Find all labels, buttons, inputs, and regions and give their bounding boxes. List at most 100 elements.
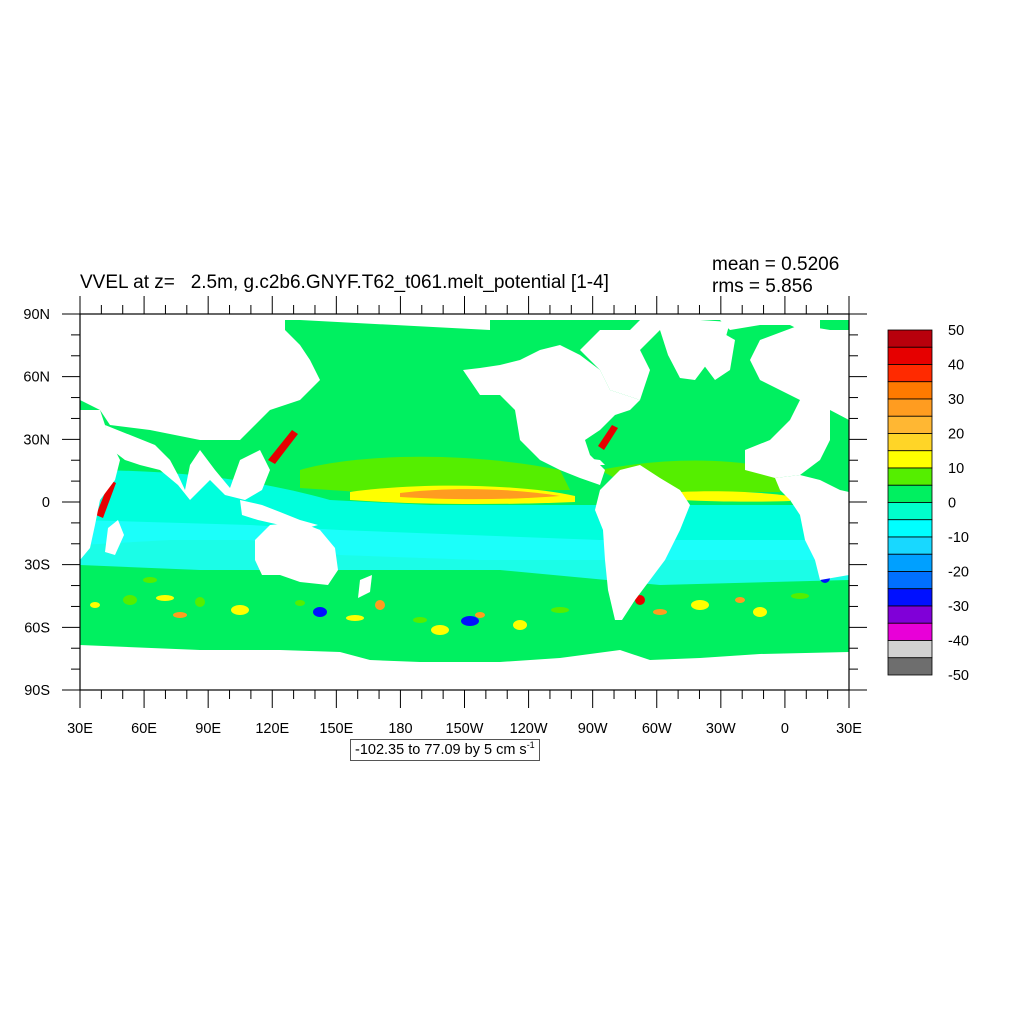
eddy-spot	[753, 607, 767, 617]
colorbar-label: 0	[948, 496, 956, 512]
colorbar-swatch	[887, 329, 933, 348]
equatorial-orange-stripe	[400, 489, 560, 500]
eddy-spot	[173, 612, 187, 618]
land-masses	[80, 314, 849, 690]
lon-tick-label: 30E	[67, 721, 93, 737]
colorbar-label: 10	[948, 461, 964, 477]
colorbar-swatch	[887, 398, 933, 417]
lat-tick-label: 90N	[23, 307, 50, 323]
land-madagascar	[105, 520, 124, 555]
colorbar-swatch	[887, 346, 933, 365]
colorbar-swatch	[887, 536, 933, 555]
eddy-spot	[295, 600, 305, 606]
colorbar-swatch	[887, 588, 933, 607]
colorbar-swatch	[887, 450, 933, 469]
colorbar-swatch	[887, 605, 933, 624]
land-south-america	[595, 465, 690, 620]
lon-tick-label: 90W	[578, 721, 608, 737]
land-antarctica	[80, 645, 849, 690]
land-greenland	[660, 320, 730, 380]
gulf-stream	[598, 425, 618, 450]
ocean-field	[80, 314, 849, 690]
colorbar-label: 20	[948, 427, 964, 443]
contour-info-box: -102.35 to 77.09 by 5 cm s-1	[350, 739, 540, 761]
axis-tick-labels: 90N 60N 30N 0 30S 60S 90S 30E 60E 90E 120E 150E 180 1…	[23, 307, 862, 737]
lon-tick-label: 150W	[446, 721, 484, 737]
colorbar-swatch	[887, 484, 933, 503]
southern-ocean-eddies	[90, 573, 830, 635]
rms-value: rms = 5.856	[712, 276, 813, 297]
lat-tick-label: 30S	[24, 558, 50, 574]
colorbar-label: 40	[948, 358, 964, 374]
colorbar-swatch	[887, 415, 933, 434]
colorbar-swatch	[887, 364, 933, 383]
colorbar-swatch	[887, 467, 933, 486]
lon-tick-label: 180	[388, 721, 412, 737]
lon-tick-label: 60E	[131, 721, 157, 737]
eddy-spot	[635, 595, 645, 605]
land-caribbean	[585, 458, 605, 465]
lat-tick-label: 60N	[23, 370, 50, 386]
colorbar-swatch	[887, 622, 933, 641]
colorbar-swatch	[887, 433, 933, 452]
eddy-spot	[90, 602, 100, 608]
colorbar-label: -50	[948, 668, 969, 684]
eddy-spot	[551, 607, 569, 613]
land-new-zealand	[358, 575, 372, 598]
eddy-spot	[735, 597, 745, 603]
colorbar-swatch	[887, 519, 933, 538]
eddy-spot	[313, 607, 327, 617]
eddy-spot	[513, 620, 527, 630]
eddy-spot	[375, 600, 385, 610]
lat-tick-label: 60S	[24, 620, 50, 636]
eddy-spot	[413, 617, 427, 623]
lon-tick-label: 0	[781, 721, 789, 737]
colorbar: 50 40 30 20 10 0 -10 -20 -30 -40 -50	[887, 323, 969, 684]
eddy-spot	[475, 612, 485, 618]
colorbar-label: -40	[948, 634, 969, 650]
contour-info-text: -102.35 to 77.09 by 5 cm s	[355, 742, 527, 758]
north-pacific-lime-band	[300, 456, 570, 492]
somali-current	[96, 480, 116, 518]
eddy-spot	[691, 600, 709, 610]
lon-tick-label: 120W	[510, 721, 548, 737]
land-north-america	[463, 345, 640, 485]
eddy-spot	[653, 609, 667, 615]
land-africa	[80, 410, 120, 560]
colorbar-label: 30	[948, 392, 964, 408]
colorbar-swatch	[887, 553, 933, 572]
kuroshio-current	[268, 430, 298, 464]
colorbar-label: -10	[948, 530, 969, 546]
lat-tick-label: 90S	[24, 683, 50, 699]
eddy-spot	[143, 577, 157, 583]
lat-tick-label: 0	[42, 495, 50, 511]
colorbar-swatch	[887, 657, 933, 676]
lon-tick-label: 120E	[255, 721, 289, 737]
land-europe-africa	[745, 325, 849, 478]
lon-tick-label: 30E	[836, 721, 862, 737]
contour-info-exponent: -1	[526, 740, 535, 751]
lat-tick-label: 30N	[23, 432, 50, 448]
axis-ticks	[62, 296, 867, 708]
lon-tick-label: 150E	[319, 721, 353, 737]
plot-title: VVEL at z= 2.5m, g.c2b6.GNYF.T62_t061.me…	[80, 272, 609, 293]
colorbar-swatch	[887, 381, 933, 400]
atlantic-equatorial-stripe	[680, 491, 790, 502]
colorbar-label: -30	[948, 599, 969, 615]
colorbar-swatch	[887, 502, 933, 521]
land-north-asia	[80, 314, 849, 440]
lon-tick-label: 30W	[706, 721, 736, 737]
colorbar-swatch	[887, 640, 933, 659]
colorbar-label: 50	[948, 323, 964, 339]
lon-tick-label: 90E	[195, 721, 221, 737]
eddy-spot	[791, 593, 809, 599]
lon-tick-label: 60W	[642, 721, 672, 737]
eddy-spot	[123, 595, 137, 605]
eddy-spot	[346, 615, 364, 621]
colorbar-label: -20	[948, 565, 969, 581]
eddy-spot	[431, 625, 449, 635]
land-west-africa	[775, 475, 849, 580]
land-australia	[255, 522, 338, 585]
eddy-spot	[195, 597, 205, 607]
